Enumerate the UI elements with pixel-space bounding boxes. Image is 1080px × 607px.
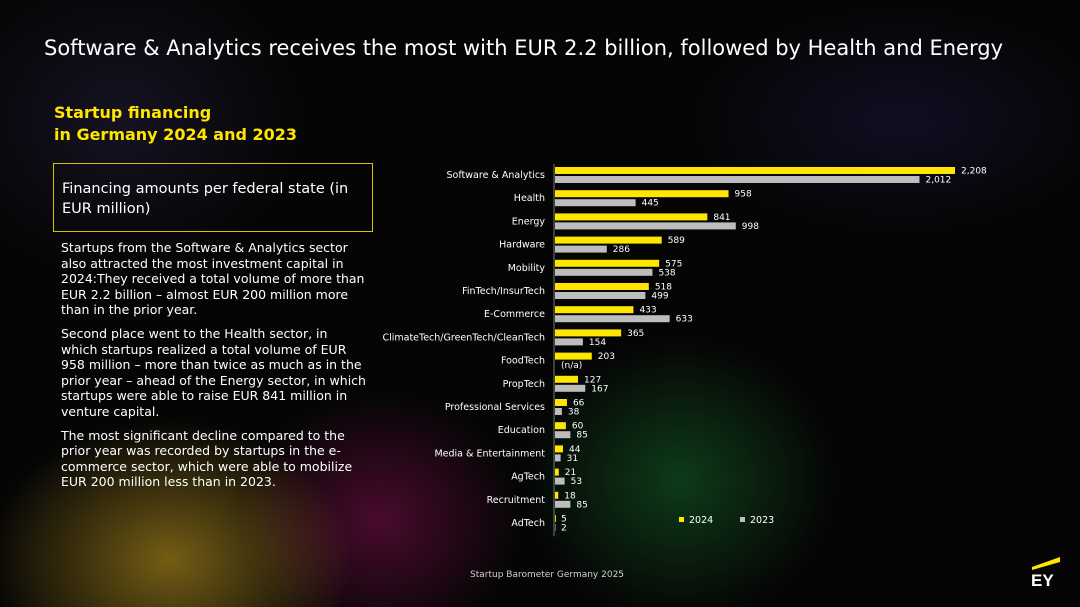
data-label-2024: 21 [565,468,576,478]
bar-2024 [555,306,634,314]
data-label-2024: 66 [573,399,585,409]
category-label: Software & Analytics [447,170,546,181]
page-title: Software & Analytics receives the most w… [44,36,1003,60]
subtitle-line-1: Startup financing [54,103,212,122]
bar-2023 [555,176,920,183]
data-label-2024: 575 [665,259,682,269]
category-label: Media & Entertainment [434,448,545,459]
bar-2023 [555,292,646,299]
data-label-2023: 31 [567,454,578,464]
paragraph-1: Startups from the Software & Analytics s… [61,240,365,318]
data-label-2023: 633 [676,315,693,325]
category-label: AgTech [511,472,545,483]
chart-subtitle: Startup financing in Germany 2024 and 20… [54,102,414,146]
subtitle-line-2: in Germany 2024 and 2023 [54,125,298,144]
data-label-2023: 85 [576,500,587,510]
category-label: Energy [512,216,546,227]
data-label-2024: 60 [572,422,584,432]
category-label: Recruitment [487,495,546,506]
bar-2023 [555,338,583,346]
bar-2024 [555,259,660,267]
category-label: Professional Services [445,402,545,413]
bar-2024 [555,283,649,290]
bar-2023 [555,199,636,207]
data-label-2024: 44 [569,445,581,455]
legend-label-2024: 2024 [689,515,713,526]
category-label: Health [514,193,545,204]
data-label-2024: 589 [668,236,685,246]
chart-description-box: Financing amounts per federal state (in … [53,163,373,232]
ey-logo-text: EY [1031,571,1054,589]
data-label-2023: 38 [568,408,580,418]
data-label-2024: 518 [655,283,672,293]
data-label-2024: 958 [735,190,752,200]
ey-logo-beam [1032,557,1060,570]
data-label-2024: 365 [627,329,644,339]
data-label-2023: 538 [658,268,675,278]
category-label: PropTech [503,379,545,390]
category-label: FinTech/InsurTech [462,286,545,297]
data-label-2023: 154 [589,338,606,348]
category-label: Mobility [508,263,546,274]
data-label-2023: 445 [642,199,659,209]
bar-2023 [555,268,653,276]
data-label-2023: 2 [561,524,567,534]
category-label: ClimateTech/GreenTech/CleanTech [382,332,545,343]
bar-2024 [555,213,708,221]
bar-2024 [555,167,955,174]
bar-2024 [555,236,662,244]
category-label: Hardware [499,240,545,251]
ey-logo: EY [1031,557,1060,589]
data-label-2024: 2,208 [961,167,987,177]
bar-2023 [555,500,571,508]
data-label-2024: 127 [584,375,601,385]
bar-2023 [555,431,571,439]
bar-2023 [555,477,565,485]
data-label-2023: 167 [591,384,608,394]
bar-2024 [555,329,622,337]
data-label-2023: 998 [742,222,759,232]
bar-2023 [555,524,556,531]
bar-2023 [555,222,736,230]
bar-2023 [555,384,586,392]
category-label: E-Commerce [484,309,545,320]
bar-2024 [555,190,729,198]
data-label-2023: 85 [576,431,587,441]
data-label-2023: 286 [613,245,630,255]
bar-2023 [555,408,562,415]
data-label-2024: 433 [639,306,656,316]
bar-2024 [555,422,566,430]
category-label: AdTech [511,518,545,529]
paragraph-2: Second place went to the Health sector, … [61,325,366,419]
bar-2024 [555,468,559,476]
category-label: FoodTech [501,356,545,367]
data-label-2024: 841 [713,213,730,223]
bar-2024 [555,352,592,360]
data-label-2023: (n/a) [561,361,582,371]
data-label-2023: 2,012 [925,176,951,186]
bar-2023 [555,454,561,462]
body-text: Startups from the Software & Analytics s… [61,240,366,498]
bar-2024 [555,375,579,383]
data-label-2024: 5 [561,515,567,525]
data-label-2023: 499 [651,292,668,302]
bar-2024 [555,515,556,522]
bar-2024 [555,399,567,406]
footer-source: Startup Barometer Germany 2025 [470,570,625,580]
legend-label-2023: 2023 [750,515,774,526]
legend-swatch-2024 [679,517,684,522]
bar-2023 [555,245,607,253]
data-label-2024: 18 [564,491,576,501]
data-label-2024: 203 [598,352,615,362]
data-label-2023: 53 [571,477,582,487]
bar-2024 [555,445,563,453]
bar-2023 [555,315,670,323]
category-label: Education [498,425,545,436]
paragraph-3: The most significant decline compared to… [61,427,353,490]
legend-swatch-2023 [740,517,745,522]
bar-2024 [555,491,559,499]
